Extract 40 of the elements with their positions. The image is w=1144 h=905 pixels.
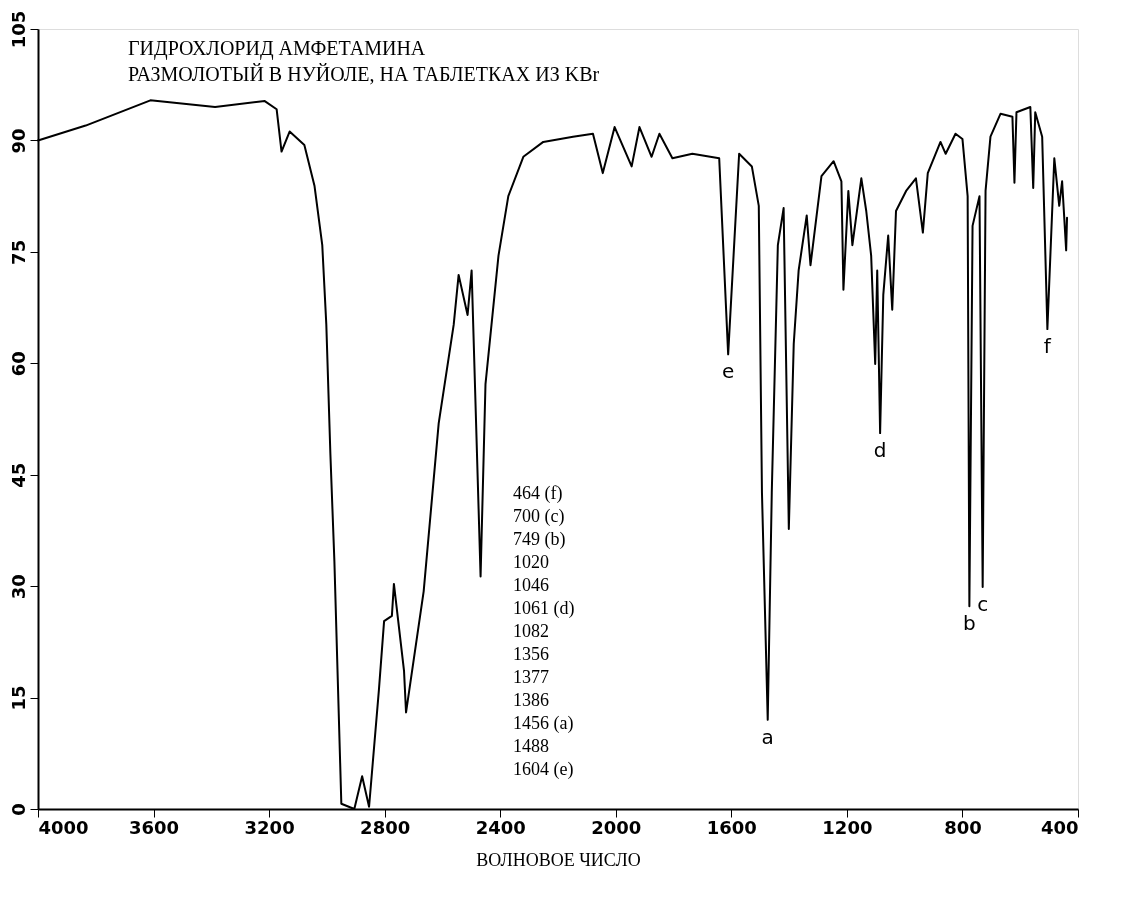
- y-tick-label: 105: [7, 10, 29, 49]
- x-tick-label: 1200: [822, 816, 873, 838]
- x-tick-label: 400: [1040, 816, 1079, 838]
- annotation: 700 (c): [513, 506, 565, 527]
- annotation: 464 (f): [513, 483, 563, 504]
- annotation: 1356: [513, 644, 549, 664]
- annotation: 1604 (e): [513, 759, 574, 780]
- annotation: e: [722, 359, 735, 384]
- annotation: 1488: [513, 736, 549, 756]
- annotation: 1082: [513, 621, 549, 641]
- annotation: a: [761, 724, 774, 749]
- y-tick-label: 0: [7, 803, 29, 816]
- x-tick-label: 2400: [475, 816, 526, 838]
- y-tick-label: 30: [7, 574, 29, 600]
- annotation: 1386: [513, 690, 549, 710]
- annotation: 1046: [513, 575, 549, 595]
- x-tick-label: 4000: [38, 816, 89, 838]
- y-tick-label: 75: [7, 239, 29, 265]
- chart-title: ГИДРОХЛОРИД АМФЕТАМИНА: [128, 37, 426, 60]
- annotation: 1061 (d): [513, 598, 575, 619]
- x-tick-label: 2000: [591, 816, 642, 838]
- annotation: 1020: [513, 552, 549, 572]
- annotation: 1377: [513, 667, 549, 687]
- y-tick-label: 45: [7, 462, 29, 488]
- y-tick-label: 90: [7, 128, 29, 154]
- annotation: 749 (b): [513, 529, 566, 550]
- text: РАЗМОЛОТЫЙ В НУЙОЛЕ, НА ТАБЛЕТКАХ ИЗ KBr: [128, 63, 600, 85]
- x-tick-label: 1600: [706, 816, 757, 838]
- x-tick-label: 3600: [129, 816, 180, 838]
- annotation: c: [977, 591, 989, 616]
- x-tick-label: 800: [944, 816, 982, 838]
- y-tick-label: 15: [7, 685, 29, 711]
- x-tick-label: 2800: [360, 816, 411, 838]
- annotation: d: [873, 438, 887, 463]
- annotation: f: [1043, 334, 1052, 359]
- annotation: b: [963, 611, 976, 636]
- x-axis-title: ВОЛНОВОЕ ЧИСЛО: [476, 849, 641, 870]
- annotation: 1456 (a): [513, 713, 574, 734]
- y-tick-label: 60: [7, 351, 29, 377]
- x-tick-label: 3200: [244, 816, 295, 838]
